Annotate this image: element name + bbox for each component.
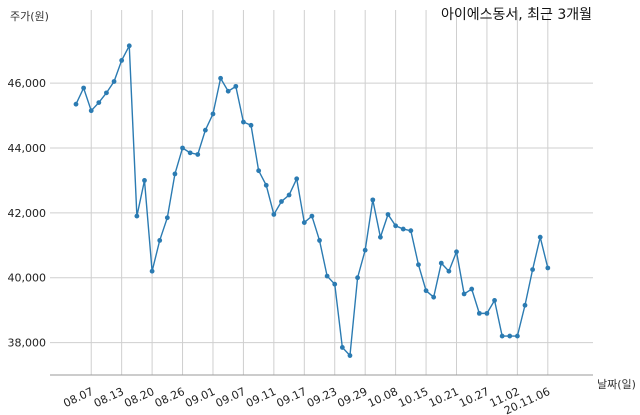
data-point: [187, 150, 193, 156]
x-tick-label: 10.15: [396, 385, 430, 410]
x-tick-label: 09.17: [275, 385, 309, 410]
data-point: [431, 294, 437, 300]
data-point: [370, 197, 376, 203]
data-point: [126, 43, 132, 49]
data-point: [271, 212, 277, 217]
data-point: [73, 101, 79, 107]
data-point: [180, 145, 185, 151]
y-tick-label: 44,000: [8, 142, 47, 155]
data-point: [233, 83, 239, 89]
data-point: [476, 310, 482, 316]
data-point: [446, 268, 452, 274]
data-point: [324, 273, 330, 279]
data-point: [454, 249, 459, 255]
data-point: [408, 228, 414, 234]
data-point: [309, 213, 315, 219]
data-point: [492, 298, 497, 303]
data-point: [378, 234, 383, 240]
data-point: [522, 302, 528, 308]
series: [75, 43, 549, 358]
x-tick-label: 08.26: [153, 385, 187, 410]
data-point: [81, 85, 87, 91]
data-point: [119, 58, 125, 63]
y-axis-title: 주가(원): [10, 10, 49, 23]
data-point: [537, 234, 543, 240]
data-point: [416, 262, 421, 268]
x-tick-label: 09.23: [305, 385, 339, 410]
data-point: [530, 267, 535, 273]
data-point: [355, 275, 360, 281]
data-point: [286, 192, 292, 198]
series-line: [75, 43, 549, 358]
grid: [50, 10, 593, 375]
x-tick-label: 10.21: [427, 385, 461, 410]
data-point: [202, 127, 208, 133]
data-point: [210, 111, 216, 117]
data-point: [469, 286, 475, 292]
data-point: [461, 291, 467, 297]
x-tick-label: 08.20: [122, 385, 156, 410]
data-points: [73, 43, 551, 358]
data-point: [438, 260, 444, 266]
x-axis-title: 날짜(일): [597, 377, 636, 391]
y-tick-labels: 38,000 40,000 42,000 44,000 46,000: [8, 77, 47, 349]
x-tick-label: 09.01: [183, 385, 217, 410]
y-tick-label: 38,000: [8, 337, 47, 350]
data-point: [134, 213, 140, 219]
data-point: [279, 199, 284, 204]
x-tick-label: 08.07: [61, 385, 95, 410]
x-tick-label: 10.27: [457, 385, 491, 410]
data-point: [149, 268, 155, 274]
data-point: [88, 108, 94, 114]
x-tick-labels: 08.0708.1308.2008.2609.0109.0709.1109.17…: [61, 385, 552, 415]
data-point: [294, 176, 300, 182]
data-point: [195, 152, 201, 157]
x-tick-label: 08.13: [92, 385, 126, 410]
x-tick-label: 10.08: [366, 385, 400, 410]
data-point: [111, 79, 117, 84]
x-tick-label: 09.29: [335, 385, 369, 410]
x-tick-label: 09.07: [214, 385, 248, 410]
data-point: [256, 168, 262, 174]
data-point: [423, 288, 429, 294]
data-point: [507, 333, 513, 339]
data-point: [263, 182, 269, 188]
data-point: [301, 220, 307, 225]
data-point: [484, 310, 490, 316]
data-point: [96, 100, 102, 105]
data-point: [164, 215, 170, 221]
data-point: [248, 122, 254, 128]
y-tick-label: 42,000: [8, 207, 47, 220]
data-point: [157, 238, 163, 243]
data-point: [362, 247, 368, 253]
data-point: [332, 281, 338, 287]
data-point: [241, 119, 246, 125]
data-point: [172, 171, 178, 177]
chart-title: 아이에스동서, 최근 3개월: [441, 7, 592, 23]
data-point: [514, 333, 520, 339]
data-point: [104, 90, 109, 96]
y-tick-label: 40,000: [8, 272, 47, 285]
data-point: [545, 265, 551, 271]
data-point: [317, 238, 322, 243]
x-tick-label: 09.11: [244, 385, 278, 410]
data-point: [225, 88, 231, 94]
data-point: [393, 223, 399, 229]
data-point: [499, 333, 505, 339]
data-point: [142, 178, 147, 183]
data-point: [385, 212, 391, 217]
data-point: [347, 353, 353, 358]
data-point: [218, 75, 223, 81]
y-tick-label: 46,000: [8, 77, 47, 90]
data-point: [339, 345, 345, 350]
data-point: [400, 226, 406, 232]
